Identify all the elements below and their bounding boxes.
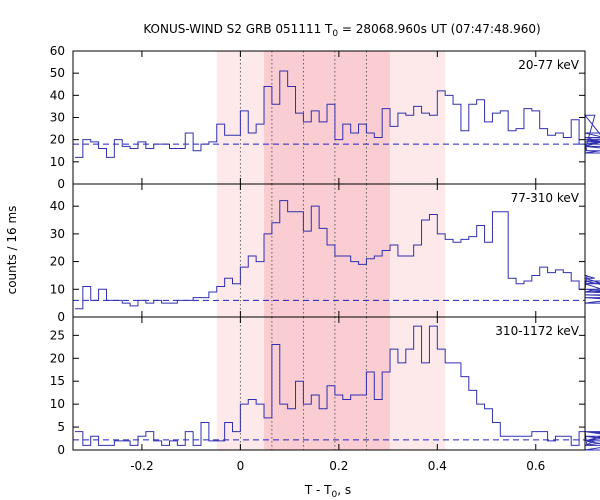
y-tick-label: 50 [50, 66, 65, 80]
y-tick-label: 15 [50, 374, 65, 388]
y-tick-label: 25 [50, 328, 65, 342]
histogram-series [74, 200, 600, 310]
y-axis-title: counts / 16 ms [5, 206, 19, 295]
x-tick-label: 0.4 [428, 459, 447, 473]
x-axis-title: T - T0, s [304, 483, 351, 500]
dark-interval-band [264, 184, 391, 317]
y-tick-label: 30 [50, 111, 65, 125]
y-tick-label: 40 [50, 88, 65, 102]
panel-1: 0 10 20 30 40 50 60 20-77 keV [50, 44, 600, 191]
x-tick-label: -0.2 [130, 459, 153, 473]
energy-band-label: 77-310 keV [511, 191, 580, 205]
y-tick-label: 20 [50, 133, 65, 147]
y-tick-label: 20 [50, 255, 65, 269]
y-tick-label: 5 [57, 420, 65, 434]
energy-band-label: 310-1172 keV [495, 324, 579, 338]
y-tick-label: 40 [50, 199, 65, 213]
dark-interval-band [264, 317, 391, 450]
y-tick-label: 10 [50, 282, 65, 296]
histogram-series [74, 70, 600, 158]
y-tick-label: 20 [50, 351, 65, 365]
x-tick-label: 0.2 [329, 459, 348, 473]
x-tick-label: 0 [237, 459, 245, 473]
y-tick-label: 0 [57, 310, 65, 324]
panel-2: 0 10 20 30 40 77-310 keV [50, 183, 600, 324]
y-tick-label: 60 [50, 44, 65, 58]
y-tick-label: 0 [57, 443, 65, 457]
y-tick-label: 10 [50, 397, 65, 411]
y-tick-label: 10 [50, 155, 65, 169]
chart-title: KONUS-WIND S2 GRB 051111 T0 = 28068.960s… [143, 22, 540, 39]
panel-3: 0 5 10 15 20 25 310-1172 keV [50, 316, 600, 457]
x-tick-label: 0.6 [526, 459, 545, 473]
energy-band-label: 20-77 keV [518, 58, 580, 72]
y-tick-label: 30 [50, 227, 65, 241]
y-tick-label: 0 [57, 177, 65, 191]
panel-frame [72, 316, 586, 451]
